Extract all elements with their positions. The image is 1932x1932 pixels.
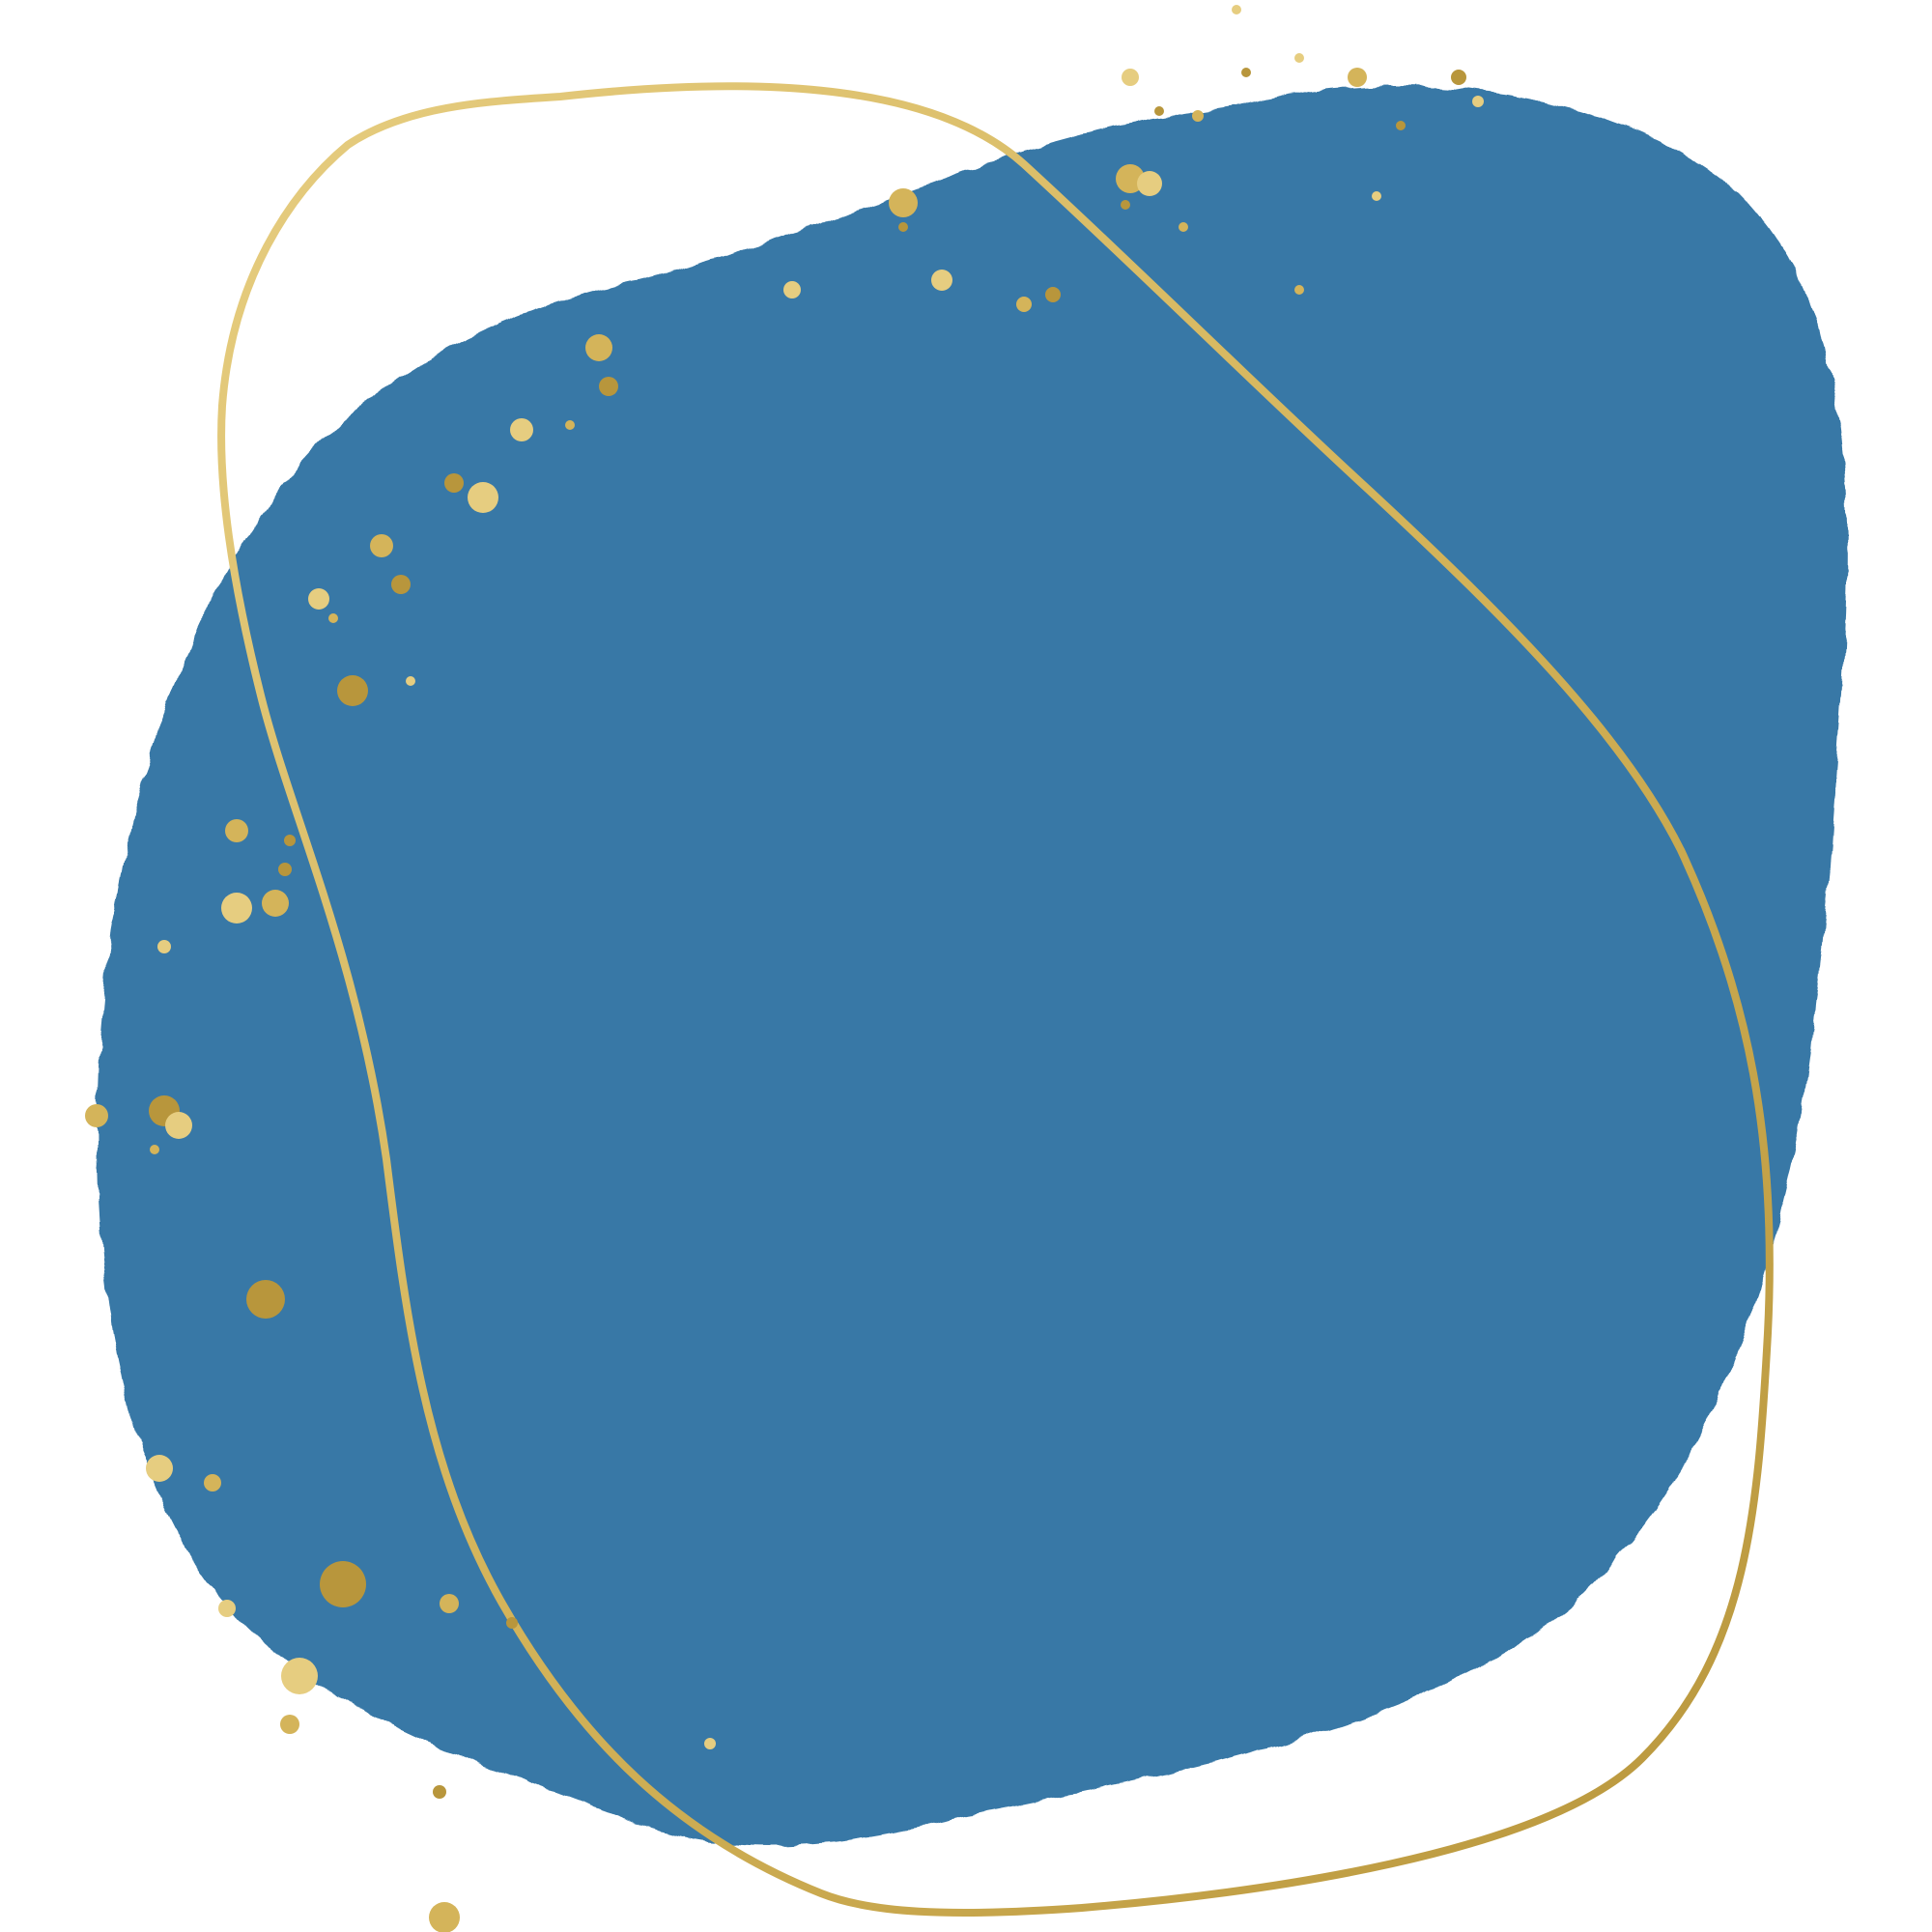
gold-dot bbox=[337, 675, 368, 706]
gold-dot bbox=[157, 940, 171, 953]
gold-dot bbox=[280, 1715, 299, 1734]
gold-ring bbox=[217, 82, 1774, 1917]
gold-dot bbox=[1122, 69, 1139, 86]
gold-dot bbox=[1232, 5, 1241, 14]
gold-dot bbox=[440, 1594, 459, 1613]
gold-dot bbox=[444, 473, 464, 493]
gold-dot bbox=[889, 188, 918, 217]
gold-dot bbox=[599, 377, 618, 396]
gold-dot bbox=[510, 418, 533, 441]
gold-dot bbox=[898, 222, 908, 232]
gold-dot bbox=[1179, 222, 1188, 232]
gold-dot bbox=[1294, 285, 1304, 295]
gold-dot bbox=[1192, 110, 1204, 122]
gold-dot bbox=[468, 482, 498, 513]
gold-dot bbox=[931, 270, 952, 291]
gold-dot bbox=[1348, 68, 1367, 87]
gold-dot bbox=[1396, 121, 1406, 130]
gold-dot bbox=[308, 588, 329, 610]
gold-dot bbox=[262, 890, 289, 917]
gold-dot bbox=[1241, 68, 1251, 77]
gold-dot bbox=[1472, 96, 1484, 107]
gold-dot bbox=[1016, 297, 1032, 312]
gold-dot bbox=[783, 281, 801, 298]
gold-dot bbox=[1451, 70, 1466, 85]
gold-dot bbox=[370, 534, 393, 557]
gold-dot bbox=[1372, 191, 1381, 201]
gold-dot bbox=[391, 575, 411, 594]
gold-dot bbox=[704, 1738, 716, 1749]
gold-dot bbox=[204, 1474, 221, 1492]
gold-dot bbox=[320, 1561, 366, 1607]
gold-dot bbox=[433, 1785, 446, 1799]
gold-dot bbox=[1294, 53, 1304, 63]
gold-dot bbox=[284, 835, 296, 846]
gold-dot bbox=[1137, 171, 1162, 196]
gold-dot bbox=[278, 863, 292, 876]
gold-dot bbox=[221, 893, 252, 923]
gold-dot bbox=[85, 1104, 108, 1127]
gold-dot bbox=[1154, 106, 1164, 116]
gold-dot bbox=[218, 1600, 236, 1617]
gold-dot bbox=[150, 1145, 159, 1154]
gold-dot bbox=[506, 1617, 518, 1629]
gold-dot bbox=[146, 1455, 173, 1482]
gold-dot bbox=[165, 1112, 192, 1139]
gold-dot bbox=[406, 676, 415, 686]
gold-splatter bbox=[85, 5, 1484, 1932]
gold-dot bbox=[565, 420, 575, 430]
gold-dot bbox=[429, 1902, 460, 1932]
gold-dot bbox=[1045, 287, 1061, 302]
gold-dot bbox=[1121, 200, 1130, 210]
gold-dot bbox=[225, 819, 248, 842]
gold-dot bbox=[328, 613, 338, 623]
gold-dot bbox=[246, 1280, 285, 1319]
gold-dot bbox=[281, 1658, 318, 1694]
gold-dot bbox=[585, 334, 612, 361]
